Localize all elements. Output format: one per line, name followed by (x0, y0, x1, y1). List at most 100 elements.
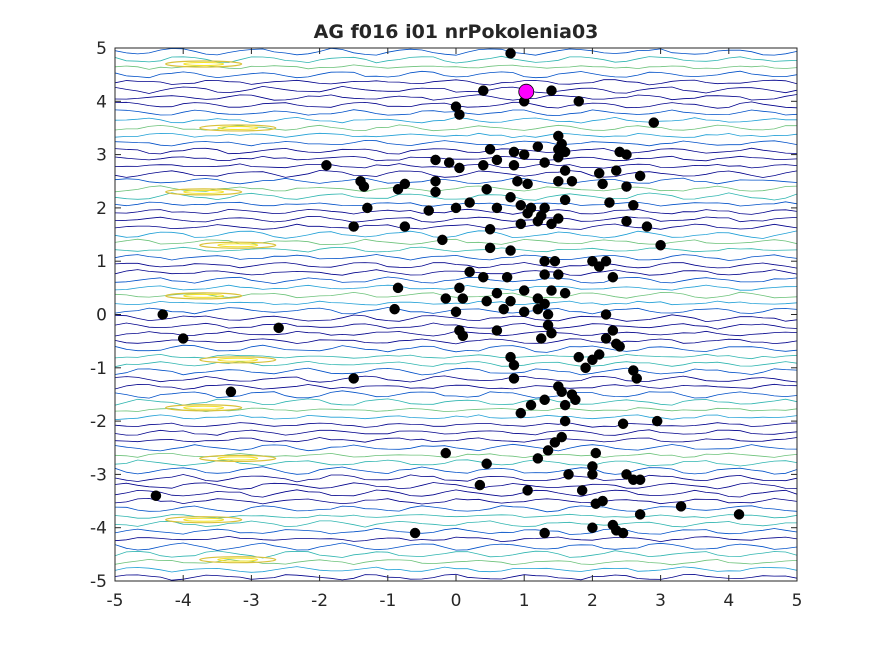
population-point (525, 399, 537, 411)
population-point (505, 295, 516, 307)
contour-line (115, 443, 797, 452)
population-point (546, 85, 557, 96)
x-tick-label: 5 (792, 591, 803, 611)
y-tick-label: -4 (90, 519, 107, 539)
contour-peak-inner (217, 357, 259, 362)
contour-line (115, 542, 797, 551)
population-point (556, 386, 567, 398)
contour-peak-inner (217, 125, 259, 130)
y-tick-label: 1 (96, 252, 107, 272)
population-point (648, 117, 660, 128)
contour-line (115, 390, 797, 399)
contour-line (115, 398, 797, 406)
contour-peak-inner (217, 557, 259, 562)
contour-line (115, 223, 797, 230)
contour-line (115, 238, 797, 245)
contour-line (115, 85, 797, 94)
population-point (505, 245, 516, 256)
y-tick-label: 0 (96, 306, 107, 326)
population-point (505, 191, 516, 203)
contour-line (115, 262, 797, 269)
population-point (611, 165, 622, 176)
population-point (655, 239, 666, 251)
population-point (481, 295, 492, 307)
population-point (450, 202, 462, 214)
population-point (587, 469, 598, 480)
contour-line (115, 177, 797, 185)
x-tick-label: 4 (723, 591, 734, 611)
contour-peak-inner (183, 189, 225, 194)
contour-line (115, 558, 797, 566)
population-point (580, 362, 591, 374)
population-point (600, 309, 612, 320)
population-point (631, 373, 642, 384)
y-axis-ticks: -5 -4 -3 -2 -1 0 1 2 3 4 5 (90, 39, 797, 592)
contour-line (115, 520, 797, 528)
population-point (573, 96, 585, 107)
population-point (440, 447, 452, 459)
population-point (454, 162, 465, 174)
population-point (570, 394, 581, 406)
population-point (454, 109, 465, 120)
population-point (491, 287, 503, 299)
population-point (464, 266, 475, 278)
population-point (617, 418, 629, 430)
population-point (273, 322, 284, 334)
population-point (532, 141, 544, 152)
x-axis-ticks: -5 -4 -3 -2 -1 0 1 2 3 4 5 (107, 48, 803, 611)
population-point (478, 85, 489, 96)
population-point (522, 485, 533, 496)
y-tick-label: -2 (90, 412, 107, 432)
population-point (321, 160, 332, 171)
x-tick-label: 0 (451, 591, 462, 611)
population-point (348, 221, 359, 232)
population-point (225, 386, 237, 398)
contour-line (115, 527, 797, 535)
contour-line (115, 64, 797, 70)
population-point (430, 154, 441, 166)
contour-line (115, 437, 797, 443)
contour-line (115, 344, 797, 353)
x-tick-label: -4 (175, 591, 192, 611)
contour-peak (165, 188, 243, 196)
contour-line (115, 429, 797, 436)
population-point (607, 325, 619, 336)
contour-line (115, 215, 797, 223)
contour-line (115, 300, 797, 306)
y-tick-label: 4 (96, 92, 107, 112)
x-tick-label: 2 (587, 591, 598, 611)
contour-peak (165, 404, 243, 412)
population-point (491, 154, 503, 166)
population-point (587, 522, 598, 533)
contour-line (115, 489, 797, 498)
contour-line (115, 139, 797, 147)
contour-line (115, 254, 797, 261)
population-point (515, 218, 527, 230)
population-point (437, 234, 448, 246)
population-point (553, 176, 564, 187)
contour-line (115, 414, 797, 420)
population-point (457, 330, 469, 342)
population-point (150, 490, 162, 501)
contour-peak (199, 241, 277, 249)
population-point (604, 197, 615, 208)
population-point (539, 394, 550, 406)
y-tick-label: -5 (90, 572, 107, 592)
contour-line (115, 246, 797, 253)
population-point (559, 399, 571, 411)
contour-line (115, 269, 797, 276)
contour-line (115, 230, 797, 239)
contour-peak-inner (183, 517, 225, 522)
population-point (518, 149, 530, 160)
contour-peak-inner (183, 293, 225, 298)
population-point (549, 437, 561, 448)
population-point (675, 501, 687, 512)
population-point (542, 445, 554, 456)
contour-peak (199, 556, 277, 564)
population-point (430, 186, 441, 198)
x-tick-label: -5 (107, 591, 124, 611)
contour-line (115, 566, 797, 573)
population-point (590, 447, 602, 459)
contour-line (115, 55, 797, 64)
population-point (593, 261, 605, 272)
